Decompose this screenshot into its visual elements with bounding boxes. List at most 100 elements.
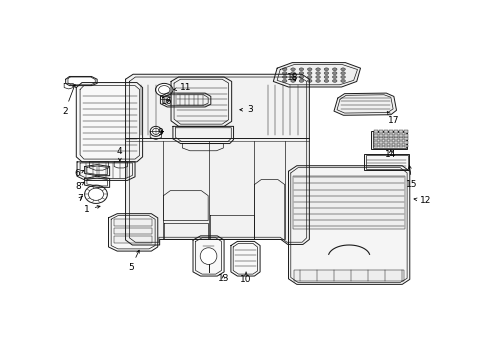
Polygon shape — [193, 236, 224, 276]
Ellipse shape — [315, 68, 320, 71]
Polygon shape — [125, 74, 309, 245]
Text: 1: 1 — [84, 205, 100, 214]
Ellipse shape — [299, 72, 303, 75]
Bar — [378, 138, 382, 140]
Bar — [373, 130, 377, 133]
Bar — [383, 138, 387, 140]
Polygon shape — [230, 242, 260, 276]
Ellipse shape — [340, 80, 345, 82]
Ellipse shape — [299, 76, 303, 78]
Ellipse shape — [332, 72, 336, 75]
Ellipse shape — [290, 72, 295, 75]
Bar — [378, 141, 382, 144]
Ellipse shape — [307, 76, 311, 78]
Ellipse shape — [340, 76, 345, 78]
Bar — [398, 130, 402, 133]
Ellipse shape — [332, 80, 336, 82]
Bar — [383, 130, 387, 133]
Ellipse shape — [290, 76, 295, 78]
Ellipse shape — [282, 76, 286, 78]
Bar — [403, 134, 407, 136]
Text: 3: 3 — [239, 105, 252, 114]
Bar — [292, 176, 404, 229]
Text: 2: 2 — [62, 85, 75, 116]
Bar — [373, 141, 377, 144]
Ellipse shape — [282, 80, 286, 82]
Bar — [388, 138, 392, 140]
Bar — [378, 145, 382, 148]
Text: 17: 17 — [386, 111, 399, 125]
Text: 15: 15 — [406, 166, 417, 189]
Ellipse shape — [290, 80, 295, 82]
Bar — [398, 134, 402, 136]
Ellipse shape — [307, 80, 311, 82]
Ellipse shape — [332, 68, 336, 71]
Ellipse shape — [315, 80, 320, 82]
Bar — [398, 138, 402, 140]
Bar — [403, 141, 407, 144]
Ellipse shape — [324, 68, 328, 71]
Bar — [383, 141, 387, 144]
Polygon shape — [173, 126, 233, 144]
Bar — [398, 141, 402, 144]
Text: 7: 7 — [77, 194, 83, 203]
Text: 16: 16 — [161, 97, 172, 106]
Ellipse shape — [152, 128, 159, 134]
Bar — [393, 145, 397, 148]
Bar — [378, 130, 382, 133]
Text: 9: 9 — [157, 128, 163, 137]
Bar — [393, 141, 397, 144]
Ellipse shape — [324, 72, 328, 75]
Bar — [364, 154, 408, 170]
Bar — [398, 145, 402, 148]
Ellipse shape — [150, 126, 161, 136]
Ellipse shape — [299, 80, 303, 82]
Ellipse shape — [299, 68, 303, 71]
Bar — [365, 155, 407, 169]
Ellipse shape — [290, 68, 295, 71]
Bar — [393, 134, 397, 136]
Ellipse shape — [158, 86, 169, 94]
Text: 11: 11 — [173, 83, 192, 92]
Bar — [403, 130, 407, 133]
Bar — [114, 228, 152, 234]
Text: 8: 8 — [75, 182, 84, 191]
Polygon shape — [288, 166, 409, 284]
Ellipse shape — [155, 84, 173, 96]
Bar — [403, 138, 407, 140]
Ellipse shape — [332, 76, 336, 78]
Ellipse shape — [84, 185, 107, 203]
Bar — [114, 219, 152, 226]
Ellipse shape — [88, 188, 103, 201]
Text: 5: 5 — [128, 250, 139, 272]
Bar — [383, 145, 387, 148]
Polygon shape — [76, 82, 142, 162]
Text: 13: 13 — [217, 274, 228, 283]
Text: 4: 4 — [117, 147, 122, 161]
Ellipse shape — [307, 68, 311, 71]
Bar — [372, 132, 405, 148]
Ellipse shape — [340, 72, 345, 75]
Bar — [373, 145, 377, 148]
Bar — [388, 130, 392, 133]
Text: 14: 14 — [385, 150, 396, 159]
Ellipse shape — [315, 76, 320, 78]
Ellipse shape — [315, 72, 320, 75]
Bar — [383, 134, 387, 136]
Text: 12: 12 — [413, 196, 430, 205]
Bar — [388, 145, 392, 148]
Bar — [114, 236, 152, 243]
Bar — [378, 134, 382, 136]
Text: 6: 6 — [74, 169, 83, 178]
Text: 10: 10 — [240, 272, 251, 284]
Ellipse shape — [324, 76, 328, 78]
Bar — [393, 130, 397, 133]
Bar — [388, 141, 392, 144]
Polygon shape — [77, 162, 135, 180]
Ellipse shape — [282, 68, 286, 71]
Bar — [373, 138, 377, 140]
Ellipse shape — [307, 72, 311, 75]
Polygon shape — [108, 214, 158, 251]
Ellipse shape — [282, 72, 286, 75]
Ellipse shape — [340, 68, 345, 71]
